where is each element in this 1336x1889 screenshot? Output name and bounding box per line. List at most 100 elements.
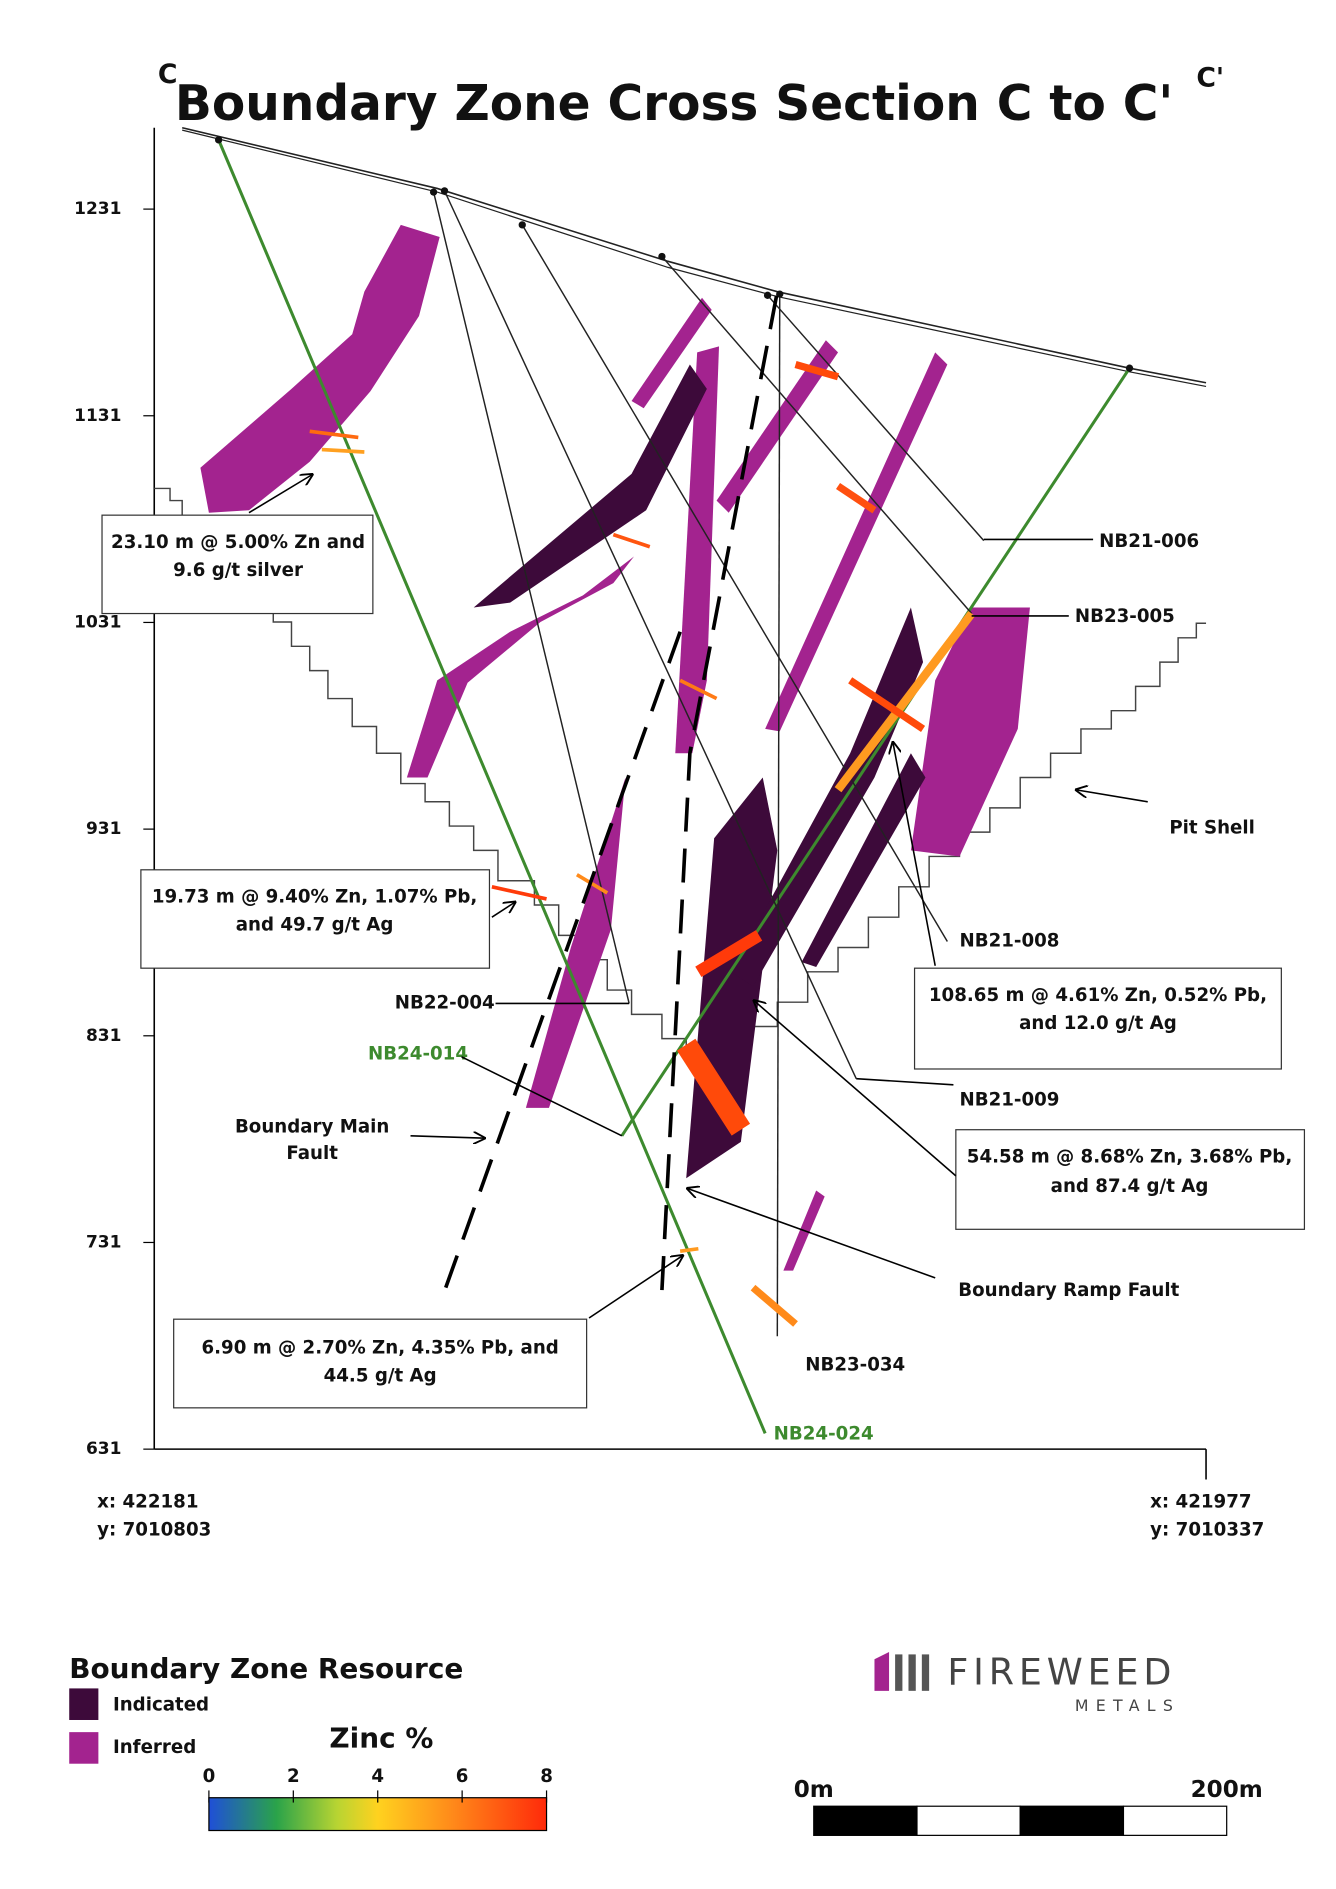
- coord: y: 7010803: [97, 1520, 211, 1541]
- circle-shape: [518, 221, 526, 229]
- axis: 1231 1131 1031 931 831 731 631: [74, 127, 1207, 1480]
- line-shape: [661, 255, 973, 615]
- hole-label: NB21-008: [959, 930, 1059, 951]
- fault-label: Boundary Ramp Fault: [958, 1280, 1179, 1301]
- circle-shape: [440, 187, 449, 195]
- circle-shape: [763, 291, 772, 299]
- elevation-label: 1031: [74, 612, 121, 632]
- line-shape: [836, 482, 877, 514]
- zinc-tick-label: 6: [456, 1766, 469, 1787]
- drill-holes: [214, 136, 1134, 1434]
- intercept-text: and 87.4 g/t Ag: [1051, 1176, 1209, 1197]
- polygon-shape: [716, 340, 839, 513]
- scale-bar: [813, 1805, 1228, 1836]
- logo-icon: [874, 1651, 930, 1691]
- scale-end: 200m: [1191, 1777, 1263, 1803]
- polygon-shape: [910, 607, 1030, 857]
- line-shape: [491, 885, 547, 901]
- polygon-shape: [525, 777, 626, 1108]
- line-shape: [767, 294, 985, 542]
- hole-label: NB24-024: [774, 1424, 874, 1445]
- line-shape: [834, 610, 976, 793]
- line-shape: [893, 741, 936, 966]
- rect-shape: [921, 1654, 930, 1691]
- line-shape: [217, 139, 767, 1434]
- line-shape: [848, 677, 926, 732]
- line-shape: [679, 678, 718, 701]
- line-shape: [750, 1284, 798, 1327]
- legend-item: Indicated: [113, 1694, 209, 1715]
- rect-shape: [916, 1805, 1021, 1836]
- elevation-label: 931: [86, 819, 122, 839]
- zinc-title: Zinc %: [329, 1721, 433, 1754]
- polygon-shape: [801, 753, 926, 967]
- coord: y: 7010337: [1150, 1520, 1264, 1541]
- section-start: C: [158, 59, 178, 90]
- rect-shape: [895, 1654, 903, 1691]
- hole-label: NB23-034: [805, 1354, 905, 1375]
- intercept-text: 9.6 g/t silver: [173, 560, 303, 581]
- elevation-label: 1231: [74, 199, 121, 219]
- elevation-label: 731: [86, 1232, 122, 1252]
- fault-label: Fault: [286, 1143, 338, 1164]
- line-shape: [753, 1000, 957, 1177]
- line-shape: [695, 930, 763, 978]
- hole-label: NB21-009: [959, 1090, 1059, 1111]
- intercept-box: [140, 869, 491, 969]
- line-shape: [461, 1056, 623, 1137]
- polygon-shape: [631, 297, 712, 409]
- line-shape: [794, 361, 840, 381]
- elevation-label: 1131: [74, 406, 121, 426]
- line-shape: [856, 1077, 954, 1086]
- zinc-tick-label: 4: [371, 1766, 384, 1787]
- polygon-shape: [473, 364, 707, 608]
- rect-shape: [908, 1654, 916, 1691]
- line-shape: [776, 294, 781, 1337]
- logo-sub: METALS: [1075, 1696, 1180, 1715]
- line-shape: [309, 429, 359, 440]
- legend-title: Boundary Zone Resource: [69, 1652, 463, 1685]
- zinc-colorbar: [208, 1797, 548, 1832]
- intercept-text: 19.73 m @ 9.40% Zn, 1.07% Pb,: [152, 887, 477, 908]
- line-shape: [588, 1255, 684, 1319]
- coord: x: 421977: [1150, 1492, 1251, 1513]
- line-shape: [321, 447, 365, 454]
- hole-label: NB24-014: [368, 1043, 468, 1064]
- zinc-tick-label: 2: [287, 1766, 300, 1787]
- polygon-shape: [406, 556, 634, 778]
- line-shape: [612, 532, 651, 549]
- pit-shell: [154, 487, 1207, 1058]
- hole-label: NB21-006: [1099, 531, 1199, 552]
- line-shape: [491, 901, 516, 918]
- intercept-text: and 12.0 g/t Ag: [1019, 1013, 1177, 1034]
- legend-swatch: [69, 1688, 99, 1720]
- line-shape: [248, 474, 313, 514]
- intercept-text: and 49.7 g/t Ag: [236, 915, 394, 936]
- hole-label: NB22-004: [395, 992, 495, 1013]
- line-shape: [575, 873, 609, 895]
- intercept-box: [101, 514, 374, 615]
- polygon-shape: [675, 346, 720, 754]
- circle-shape: [1125, 364, 1134, 372]
- line-shape: [686, 1188, 936, 1279]
- coord: x: 422181: [97, 1492, 198, 1513]
- line-shape: [443, 190, 857, 1080]
- line-shape: [679, 1246, 699, 1253]
- zinc-ticks: 0 2 4 6 8: [203, 1766, 553, 1803]
- circle-shape: [429, 188, 438, 196]
- circle-shape: [214, 136, 223, 144]
- intercept-box: [913, 967, 1282, 1070]
- line-shape: [1075, 790, 1148, 803]
- intercept-text: 6.90 m @ 2.70% Zn, 4.35% Pb, and: [201, 1337, 558, 1358]
- logo-name: FIREWEED: [947, 1650, 1176, 1693]
- intercept-box: [955, 1129, 1306, 1230]
- hole-label: NB23-005: [1075, 606, 1175, 627]
- line-shape: [432, 191, 630, 1004]
- legend-swatch: [69, 1732, 99, 1764]
- pit-shell-label: Pit Shell: [1169, 818, 1255, 839]
- assay-intervals: [309, 361, 976, 1327]
- title: Boundary Zone Cross Section C to C': [175, 76, 1174, 132]
- line-shape: [620, 367, 1131, 1137]
